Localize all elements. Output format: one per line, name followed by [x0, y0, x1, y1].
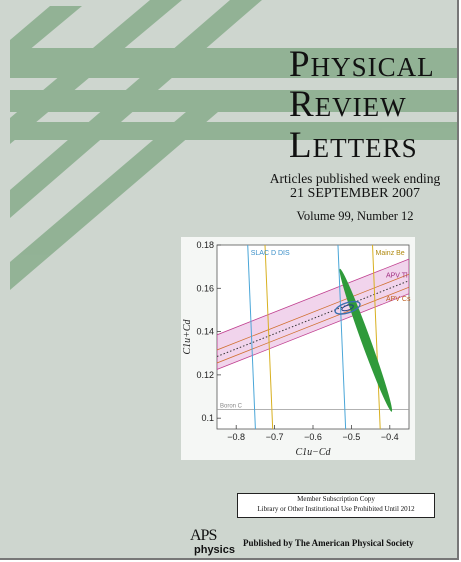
apv-cs-line-1 [217, 273, 409, 351]
subscription-line-1: Member Subscription Copy [297, 495, 375, 503]
label-mainz: Mainz Be [376, 250, 405, 257]
label-pves: PVES [378, 346, 398, 355]
apv-center-dotted [217, 280, 409, 357]
aps-logo-bottom: physics [194, 544, 235, 556]
journal-title-line-3: LETTERS [289, 125, 418, 166]
y-axis-label: C1u+Cd [182, 318, 193, 354]
label-apv-tl: APV Tl [386, 272, 408, 279]
cover-chart: −0.8 −0.7 −0.6 −0.5 −0.4 0.18 0.16 0.14 0.12 0.1 C… [182, 240, 411, 458]
y-tick-label: 0.1 [201, 413, 214, 423]
issue-date: 21 SEPTEMBER 2007 [290, 186, 420, 201]
y-tick-label: 0.18 [196, 240, 214, 250]
label-apv-cs: APV Cs [386, 296, 411, 303]
y-tick-label: 0.12 [196, 370, 214, 380]
cover-figure: −0.8 −0.7 −0.6 −0.5 −0.4 0.18 0.16 0.14 0.12 0.1 C… [181, 237, 415, 460]
label-slac: SLAC D DIS [251, 250, 290, 257]
fit-contour-inner [341, 304, 354, 312]
publisher-line: Published by The American Physical Socie… [243, 538, 414, 548]
y-tick-label: 0.14 [196, 327, 214, 337]
x-axis-label: C1u−Cd [295, 447, 331, 458]
x-tick-label: −0.6 [304, 432, 322, 442]
aps-logo: APS physics [188, 527, 235, 557]
x-tick-label: −0.4 [381, 432, 399, 442]
journal-title-line-1: PHYSICAL [289, 44, 435, 85]
articles-published-line: Articles published week ending [269, 171, 441, 186]
volume-number: Volume 99, Number 12 [296, 209, 414, 223]
fit-contour [334, 300, 361, 315]
apv-cs-line-2 [217, 286, 409, 364]
mainz-line-1 [264, 244, 274, 430]
x-tick-label: −0.7 [266, 432, 284, 442]
y-tick-label: 0.16 [196, 283, 214, 293]
subscription-notice: Member Subscription Copy Library or Othe… [237, 493, 435, 518]
x-tick-label: −0.5 [343, 432, 361, 442]
x-tick-label: −0.8 [227, 432, 245, 442]
subscription-line-2: Library or Other Institutional Use Prohi… [257, 505, 415, 513]
slac-line-1 [247, 244, 256, 430]
aps-logo-top: APS [190, 527, 217, 544]
label-boron: Boron C [220, 404, 243, 410]
journal-title-line-2: REVIEW [289, 84, 407, 125]
slac-line-2 [337, 244, 347, 430]
mainz-line-2 [372, 244, 381, 430]
